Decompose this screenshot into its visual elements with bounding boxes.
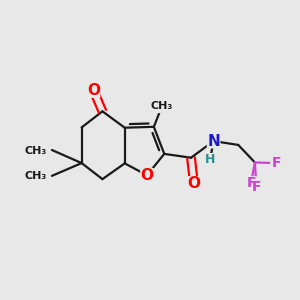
- FancyBboxPatch shape: [26, 169, 45, 183]
- Text: O: O: [188, 176, 200, 191]
- Text: F: F: [252, 180, 261, 194]
- Text: CH₃: CH₃: [24, 146, 47, 156]
- FancyBboxPatch shape: [26, 144, 45, 158]
- Text: N: N: [207, 134, 220, 148]
- FancyBboxPatch shape: [245, 176, 257, 189]
- FancyBboxPatch shape: [187, 176, 201, 191]
- Text: F: F: [271, 156, 281, 170]
- Text: CH₃: CH₃: [24, 171, 47, 181]
- FancyBboxPatch shape: [270, 157, 282, 169]
- FancyBboxPatch shape: [204, 153, 216, 166]
- FancyBboxPatch shape: [207, 134, 220, 148]
- Text: CH₃: CH₃: [151, 101, 173, 111]
- Text: O: O: [140, 168, 154, 183]
- FancyBboxPatch shape: [140, 168, 154, 183]
- FancyBboxPatch shape: [152, 100, 172, 113]
- FancyBboxPatch shape: [250, 181, 262, 194]
- Text: F: F: [246, 176, 256, 190]
- Text: O: O: [87, 83, 100, 98]
- Text: H: H: [205, 153, 215, 166]
- FancyBboxPatch shape: [87, 83, 100, 98]
